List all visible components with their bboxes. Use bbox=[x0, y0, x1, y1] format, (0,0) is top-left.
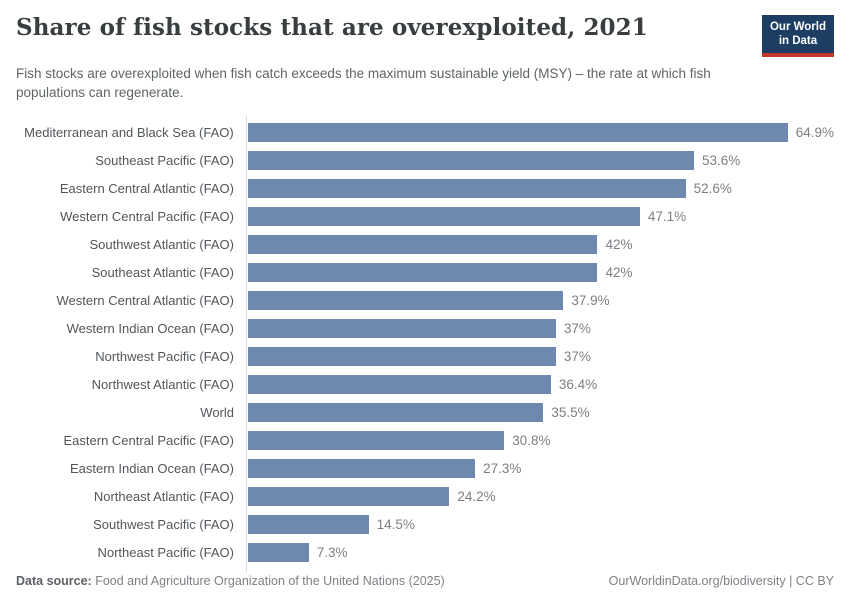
row-label: World bbox=[200, 405, 234, 421]
bar-row: Western Central Atlantic (FAO) 37.9% bbox=[16, 287, 834, 315]
logo-line-1: Our World bbox=[769, 21, 826, 33]
value-label: 7.3% bbox=[316, 545, 348, 561]
bar[interactable] bbox=[248, 375, 551, 395]
bar-row: Southeast Atlantic (FAO) 42% bbox=[16, 259, 834, 287]
page-title: Share of fish stocks that are overexploi… bbox=[16, 14, 648, 41]
bar-row: Eastern Central Pacific (FAO) 30.8% bbox=[16, 427, 834, 455]
chart-subtitle: Fish stocks are overexploited when fish … bbox=[16, 65, 711, 100]
row-label: Northeast Atlantic (FAO) bbox=[93, 489, 234, 505]
bar[interactable] bbox=[247, 123, 788, 143]
bar[interactable] bbox=[248, 291, 564, 311]
bar-cell: 42% bbox=[246, 259, 834, 287]
bar-cell: 37% bbox=[246, 343, 834, 371]
bar-cell: 35.5% bbox=[246, 399, 834, 427]
bar[interactable] bbox=[248, 179, 686, 199]
bar[interactable] bbox=[248, 431, 505, 451]
bar-chart: Mediterranean and Black Sea (FAO) 64.9% … bbox=[16, 115, 834, 572]
value-label: 27.3% bbox=[483, 461, 522, 477]
license-link: OurWorldinData.org/biodiversity | CC BY bbox=[608, 574, 834, 588]
row-label: Eastern Central Pacific (FAO) bbox=[63, 433, 235, 449]
bar-row: Western Indian Ocean (FAO) 37% bbox=[16, 315, 834, 343]
bar-chart-rows: Mediterranean and Black Sea (FAO) 64.9% … bbox=[16, 119, 834, 567]
value-label: 47.1% bbox=[647, 209, 687, 225]
value-label: 42% bbox=[605, 237, 633, 253]
value-label: 37.9% bbox=[571, 293, 610, 309]
value-label: 35.5% bbox=[551, 405, 590, 421]
bar-row: Western Central Pacific (FAO) 47.1% bbox=[16, 203, 834, 231]
bar-row: World 35.5% bbox=[16, 399, 834, 427]
row-label: Southeast Pacific (FAO) bbox=[95, 153, 234, 169]
row-label: Mediterranean and Black Sea (FAO) bbox=[24, 125, 234, 141]
row-label: Western Central Pacific (FAO) bbox=[60, 209, 234, 225]
bar-cell: 37.9% bbox=[246, 287, 834, 315]
bar-cell: 37% bbox=[246, 315, 834, 343]
bar-cell: 36.4% bbox=[246, 371, 834, 399]
value-label: 64.9% bbox=[795, 125, 834, 141]
bar[interactable] bbox=[248, 151, 694, 171]
value-label: 37% bbox=[563, 349, 591, 365]
bar[interactable] bbox=[248, 235, 598, 255]
row-label: Southwest Pacific (FAO) bbox=[93, 517, 234, 533]
bar[interactable] bbox=[248, 263, 598, 283]
row-label: Eastern Indian Ocean (FAO) bbox=[69, 461, 234, 477]
row-label: Western Indian Ocean (FAO) bbox=[66, 321, 234, 337]
header: Share of fish stocks that are overexploi… bbox=[16, 14, 834, 57]
data-source-label: Data source: bbox=[16, 574, 92, 588]
row-label: Northwest Atlantic (FAO) bbox=[91, 377, 234, 393]
row-label: Northeast Pacific (FAO) bbox=[97, 545, 234, 561]
bar-cell: 53.6% bbox=[246, 147, 834, 175]
value-label: 37% bbox=[563, 321, 591, 337]
bar[interactable] bbox=[248, 403, 544, 423]
row-label: Northwest Pacific (FAO) bbox=[95, 349, 234, 365]
bar-cell: 27.3% bbox=[246, 455, 834, 483]
bar-row: Eastern Indian Ocean (FAO) 27.3% bbox=[16, 455, 834, 483]
logo-line-2: in Data bbox=[778, 35, 818, 48]
bar-cell: 24.2% bbox=[246, 483, 834, 511]
bar-cell: 47.1% bbox=[246, 203, 834, 231]
bar-row: Southwest Atlantic (FAO) 42% bbox=[16, 231, 834, 259]
data-source: Data source: Food and Agriculture Organi… bbox=[16, 574, 445, 588]
footer: Data source: Food and Agriculture Organi… bbox=[16, 574, 834, 588]
row-label: Southeast Atlantic (FAO) bbox=[91, 265, 234, 281]
bar-row: Northwest Pacific (FAO) 37% bbox=[16, 343, 834, 371]
bar-cell: 7.3% bbox=[246, 539, 834, 567]
bar[interactable] bbox=[248, 207, 640, 227]
bar-cell: 30.8% bbox=[246, 427, 834, 455]
row-label: Southwest Atlantic (FAO) bbox=[89, 237, 234, 253]
bar-cell: 42% bbox=[246, 231, 834, 259]
bar-row: Northwest Atlantic (FAO) 36.4% bbox=[16, 371, 834, 399]
bar-row: Northeast Atlantic (FAO) 24.2% bbox=[16, 483, 834, 511]
value-label: 30.8% bbox=[512, 433, 551, 449]
bar-row: Southwest Pacific (FAO) 14.5% bbox=[16, 511, 834, 539]
row-label: Western Central Atlantic (FAO) bbox=[56, 293, 235, 309]
owid-logo: Our World in Data bbox=[761, 15, 834, 57]
bar-cell: 52.6% bbox=[246, 175, 834, 203]
bar-cell: 14.5% bbox=[246, 511, 834, 539]
value-label: 14.5% bbox=[376, 517, 415, 533]
bar[interactable] bbox=[248, 459, 476, 479]
bar-row: Eastern Central Atlantic (FAO) 52.6% bbox=[16, 175, 834, 203]
bar[interactable] bbox=[248, 347, 556, 367]
y-axis-line bbox=[246, 115, 247, 572]
value-label: 24.2% bbox=[457, 489, 496, 505]
bar-row: Mediterranean and Black Sea (FAO) 64.9% bbox=[16, 119, 834, 147]
data-source-text: Food and Agriculture Organization of the… bbox=[91, 574, 445, 588]
bar-cell: 64.9% bbox=[246, 119, 834, 147]
value-label: 36.4% bbox=[558, 377, 598, 393]
bar-row: Southeast Pacific (FAO) 53.6% bbox=[16, 147, 834, 175]
value-label: 52.6% bbox=[693, 181, 732, 197]
bar[interactable] bbox=[248, 487, 450, 507]
value-label: 42% bbox=[605, 265, 633, 281]
row-label: Eastern Central Atlantic (FAO) bbox=[59, 181, 234, 197]
bar-row: Northeast Pacific (FAO) 7.3% bbox=[16, 539, 834, 567]
bar[interactable] bbox=[248, 319, 556, 339]
bar[interactable] bbox=[248, 543, 309, 563]
bar[interactable] bbox=[248, 515, 369, 535]
value-label: 53.6% bbox=[701, 153, 741, 169]
